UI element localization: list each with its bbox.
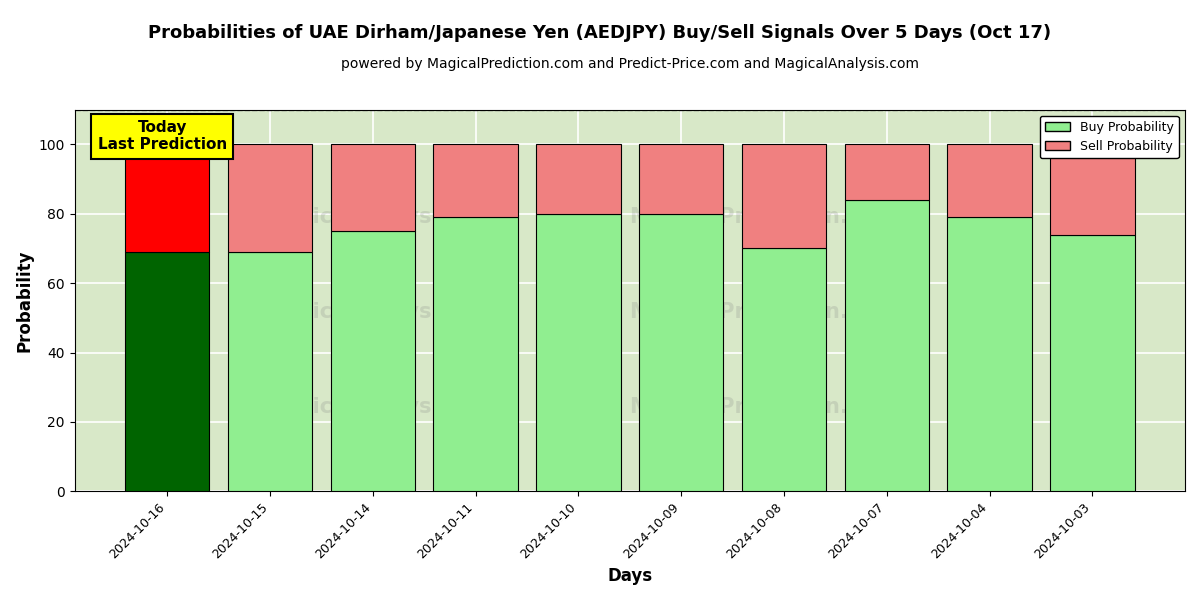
Bar — [536, 214, 620, 491]
Bar — [228, 145, 312, 252]
Text: Probabilities of UAE Dirham/Japanese Yen (AEDJPY) Buy/Sell Signals Over 5 Days (: Probabilities of UAE Dirham/Japanese Yen… — [149, 24, 1051, 42]
Bar — [845, 145, 929, 200]
Bar — [948, 145, 1032, 217]
Bar — [742, 145, 826, 248]
Bar — [125, 145, 210, 252]
Text: MagicalPrediction.com: MagicalPrediction.com — [630, 206, 896, 227]
Text: Today
Last Prediction: Today Last Prediction — [97, 120, 227, 152]
Text: MagicalAnalysis.com: MagicalAnalysis.com — [263, 397, 508, 418]
Y-axis label: Probability: Probability — [16, 249, 34, 352]
Bar — [640, 214, 724, 491]
Text: MagicalPrediction.com: MagicalPrediction.com — [630, 397, 896, 418]
Bar — [433, 145, 517, 217]
Bar — [742, 248, 826, 491]
Bar — [536, 145, 620, 214]
Bar — [228, 252, 312, 491]
Text: MagicalAnalysis.com: MagicalAnalysis.com — [263, 302, 508, 322]
Bar — [331, 145, 415, 231]
Bar — [125, 252, 210, 491]
Legend: Buy Probability, Sell Probability: Buy Probability, Sell Probability — [1040, 116, 1178, 158]
X-axis label: Days: Days — [607, 567, 653, 585]
Bar — [845, 200, 929, 491]
Text: MagicalPrediction.com: MagicalPrediction.com — [630, 302, 896, 322]
Bar — [1050, 145, 1134, 235]
Bar — [433, 217, 517, 491]
Bar — [1050, 235, 1134, 491]
Title: powered by MagicalPrediction.com and Predict-Price.com and MagicalAnalysis.com: powered by MagicalPrediction.com and Pre… — [341, 57, 919, 71]
Bar — [948, 217, 1032, 491]
Bar — [640, 145, 724, 214]
Text: MagicalAnalysis.com: MagicalAnalysis.com — [263, 206, 508, 227]
Bar — [331, 231, 415, 491]
